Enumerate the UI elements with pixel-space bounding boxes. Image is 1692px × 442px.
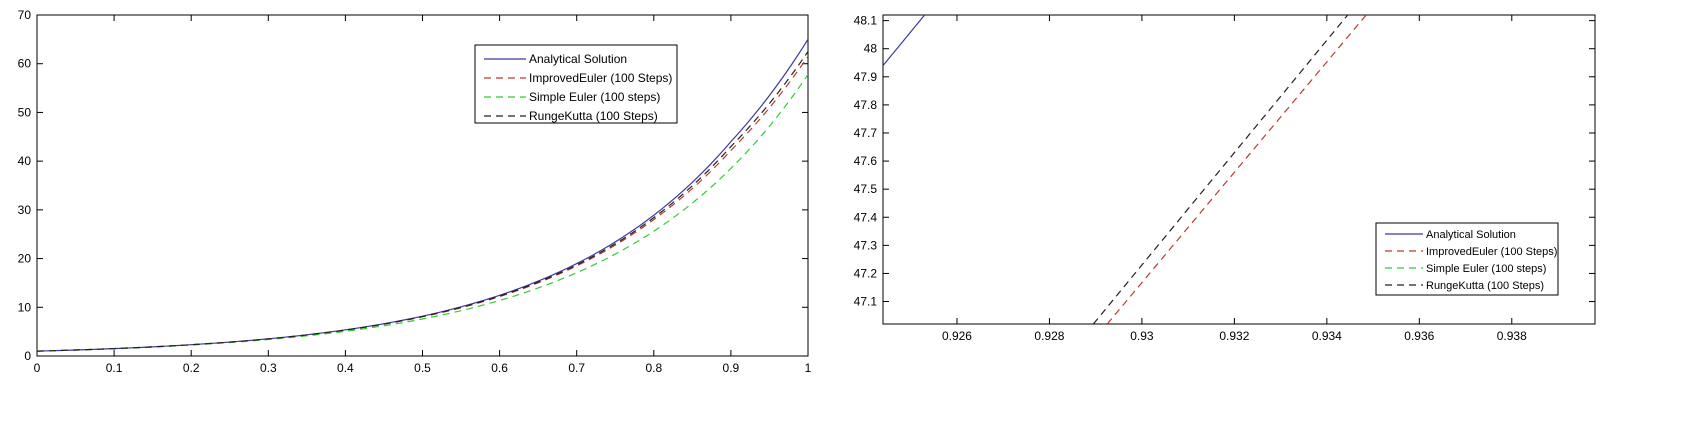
legend-box <box>474 44 678 124</box>
x-tick-label: 0.936 <box>1404 329 1434 343</box>
y-tick-label: 47.7 <box>854 126 878 140</box>
y-tick-label: 40 <box>18 154 32 168</box>
legend-entry-label: Analytical Solution <box>529 52 627 66</box>
y-tick-label: 47.6 <box>854 154 878 168</box>
legend-entry-label: RungeKutta (100 Steps) <box>529 109 658 123</box>
y-tick-label: 10 <box>18 300 32 314</box>
x-tick-label: 0.934 <box>1312 329 1342 343</box>
legend-entry-label: Simple Euler (100 steps) <box>1426 263 1546 275</box>
series-line-0 <box>883 15 926 66</box>
legend-entry-label: Simple Euler (100 steps) <box>529 90 660 104</box>
x-tick-label: 0 <box>34 361 41 375</box>
y-tick-label: 47.5 <box>854 182 878 196</box>
x-tick-label: 0.938 <box>1497 329 1527 343</box>
x-tick-label: 0.8 <box>645 361 662 375</box>
y-tick-label: 47.3 <box>854 238 878 252</box>
series-group <box>883 15 1367 324</box>
y-tick-label: 47.2 <box>854 266 878 280</box>
y-tick-label: 70 <box>18 8 32 22</box>
x-tick-label: 0.3 <box>260 361 277 375</box>
y-tick-label: 47.4 <box>854 210 878 224</box>
chart-right-zoomed: 0.926 0.928 0.93 0.932 0.934 0.936 0.938 47.1 47… <box>854 14 1596 343</box>
x-tick-label: 0.1 <box>106 361 123 375</box>
y-tick-label: 20 <box>18 252 32 266</box>
x-tick-label: 0.7 <box>568 361 585 375</box>
legend: Analytical Solution ImprovedEuler (100 St… <box>474 44 678 124</box>
x-tick-label: 0.9 <box>723 361 740 375</box>
series-line-3 <box>37 51 808 352</box>
x-tick-label: 0.6 <box>491 361 508 375</box>
x-tick-label: 0.932 <box>1219 329 1249 343</box>
legend-entry-label: ImprovedEuler (100 Steps) <box>1426 246 1557 258</box>
x-tick-label: 0.4 <box>337 361 354 375</box>
y-tick-label: 47.1 <box>854 295 878 309</box>
legend-entry-label: RungeKutta (100 Steps) <box>1426 280 1544 292</box>
y-tick-label: 48 <box>864 42 878 56</box>
legend-entry-label: Analytical Solution <box>1426 229 1516 241</box>
y-tick-label: 48.1 <box>854 14 878 28</box>
legend: Analytical Solution ImprovedEuler (100 St… <box>1375 222 1559 296</box>
y-tick-label: 60 <box>18 57 32 71</box>
x-tick-label: 0.928 <box>1034 329 1064 343</box>
chart-left: 0 0.1 0.2 0.3 0.4 0.5 0.6 0.7 0.8 0.9 101020304050… <box>18 8 812 375</box>
legend-entry-label: ImprovedEuler (100 Steps) <box>529 71 672 85</box>
x-tick-label: 0.926 <box>942 329 972 343</box>
y-tick-label: 47.8 <box>854 98 878 112</box>
x-tick-label: 0.2 <box>183 361 200 375</box>
y-tick-label: 50 <box>18 105 32 119</box>
x-tick-label: 0.93 <box>1130 329 1154 343</box>
legend-box <box>1375 222 1559 296</box>
series-group <box>37 39 808 352</box>
series-line-2 <box>37 74 808 352</box>
y-tick-label: 30 <box>18 203 32 217</box>
y-tick-label: 47.9 <box>854 70 878 84</box>
series-line-3 <box>1092 15 1349 324</box>
y-tick-label: 0 <box>24 349 31 363</box>
x-tick-label: 1 <box>805 361 812 375</box>
x-tick-label: 0.5 <box>414 361 431 375</box>
plot-area-frame <box>36 14 809 357</box>
